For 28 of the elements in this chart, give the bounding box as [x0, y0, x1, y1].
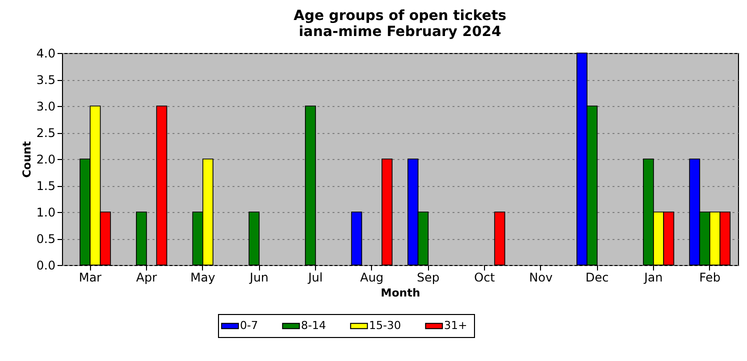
- x-tick-label: May: [190, 270, 216, 284]
- x-tick-label: Feb: [699, 270, 720, 284]
- legend-label: 8-14: [301, 319, 326, 332]
- x-tick-label: Sep: [416, 270, 440, 284]
- x-tick-label: Nov: [529, 270, 553, 284]
- legend-label: 0-7: [240, 319, 258, 332]
- y-tick-label: 2.5: [36, 126, 56, 140]
- y-tick-label: 2.0: [36, 152, 56, 166]
- y-tick-label: 3.5: [36, 73, 56, 87]
- legend-label: 15-30: [369, 319, 401, 332]
- x-tick-label: Jan: [643, 270, 663, 284]
- x-tick-label: Dec: [586, 270, 609, 284]
- legend-label: 31+: [444, 319, 468, 332]
- x-tick-label: Oct: [474, 270, 496, 284]
- y-tick-label: 4.0: [36, 46, 56, 60]
- chart-title: Age groups of open tickets iana-mime February 2024: [294, 8, 506, 40]
- y-tick-label: 0.0: [36, 258, 56, 272]
- x-tick-label: Apr: [136, 270, 157, 284]
- x-tick-label: Aug: [360, 270, 384, 284]
- x-tick-label: Jul: [307, 270, 323, 284]
- x-tick-label: Jun: [248, 270, 269, 284]
- y-axis-title: Count: [20, 141, 34, 178]
- y-tick-label: 0.5: [36, 232, 56, 246]
- y-tick-label: 1.5: [36, 179, 56, 193]
- y-tick-label: 1.0: [36, 206, 56, 220]
- y-tick-label: 3.0: [36, 100, 56, 114]
- x-tick-label: Mar: [78, 270, 102, 284]
- x-axis-title: Month: [380, 286, 420, 300]
